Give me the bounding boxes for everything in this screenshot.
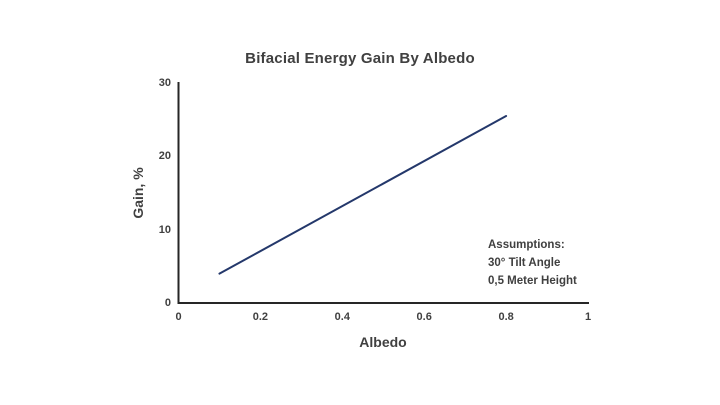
x-axis-title: Albedo [359, 334, 407, 350]
y-axis-title: Gain, % [130, 167, 146, 219]
x-tick-label: 0.2 [252, 311, 269, 323]
chart-title: Bifacial Energy Gain By Albedo [245, 50, 475, 67]
x-tick-label: 0.6 [416, 311, 432, 323]
annotation-line: 30° Tilt Angle [488, 257, 561, 269]
assumptions-annotation: Assumptions: 30° Tilt Angle 0,5 Meter He… [488, 236, 577, 290]
gain-line-series [218, 115, 508, 275]
annotation-line: 0,5 Meter Height [488, 275, 577, 287]
y-tick-label: 20 [158, 150, 171, 163]
x-tick-label: 1 [584, 311, 592, 323]
x-tick-label: 0 [175, 311, 182, 323]
y-tick-label: 30 [158, 77, 171, 89]
x-tick-label: 0.8 [498, 311, 514, 323]
annotation-line: Assumptions: [488, 239, 565, 251]
x-tick-label: 0.4 [334, 311, 350, 323]
y-tick-label: 10 [158, 223, 171, 236]
y-tick-label: 0 [164, 297, 171, 309]
